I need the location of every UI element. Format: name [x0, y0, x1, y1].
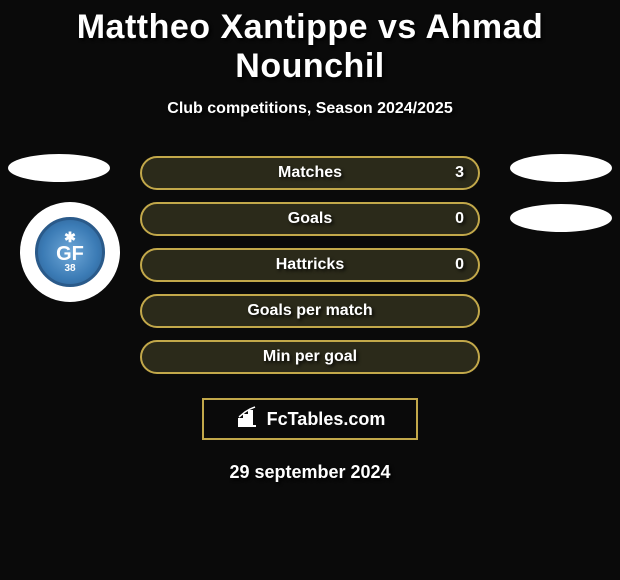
- stat-label: Goals: [288, 210, 332, 228]
- badge-sub-text: 38: [64, 264, 75, 274]
- snapshot-date: 29 september 2024: [0, 462, 620, 483]
- stat-label: Hattricks: [276, 256, 344, 274]
- stat-value: 3: [455, 164, 464, 182]
- stat-value: 0: [455, 256, 464, 274]
- right-top-ellipse: [510, 154, 612, 182]
- branding-box: FcTables.com: [202, 398, 418, 440]
- stat-label: Goals per match: [247, 302, 372, 320]
- stat-label: Matches: [278, 164, 342, 182]
- branding-text: FcTables.com: [267, 409, 386, 430]
- bar-chart-icon: [235, 405, 259, 434]
- stat-row-goals: Goals 0: [140, 202, 480, 236]
- stat-label: Min per goal: [263, 348, 357, 366]
- stat-row-min-per-goal: Min per goal: [140, 340, 480, 374]
- comparison-content: ✱ GF 38 Matches 3 Goals 0 Hattricks 0 Go…: [0, 156, 620, 483]
- stat-row-matches: Matches 3: [140, 156, 480, 190]
- right-second-ellipse: [510, 204, 612, 232]
- stat-rows: Matches 3 Goals 0 Hattricks 0 Goals per …: [140, 156, 480, 374]
- badge-main-text: GF: [56, 244, 84, 264]
- snowflake-icon: ✱: [64, 230, 76, 244]
- page-title: Mattheo Xantippe vs Ahmad Nounchil: [0, 0, 620, 86]
- left-club-badge: ✱ GF 38: [20, 202, 120, 302]
- club-badge-inner: ✱ GF 38: [35, 217, 105, 287]
- left-top-ellipse: [8, 154, 110, 182]
- stat-value: 0: [455, 210, 464, 228]
- subtitle: Club competitions, Season 2024/2025: [0, 100, 620, 118]
- stat-row-goals-per-match: Goals per match: [140, 294, 480, 328]
- stat-row-hattricks: Hattricks 0: [140, 248, 480, 282]
